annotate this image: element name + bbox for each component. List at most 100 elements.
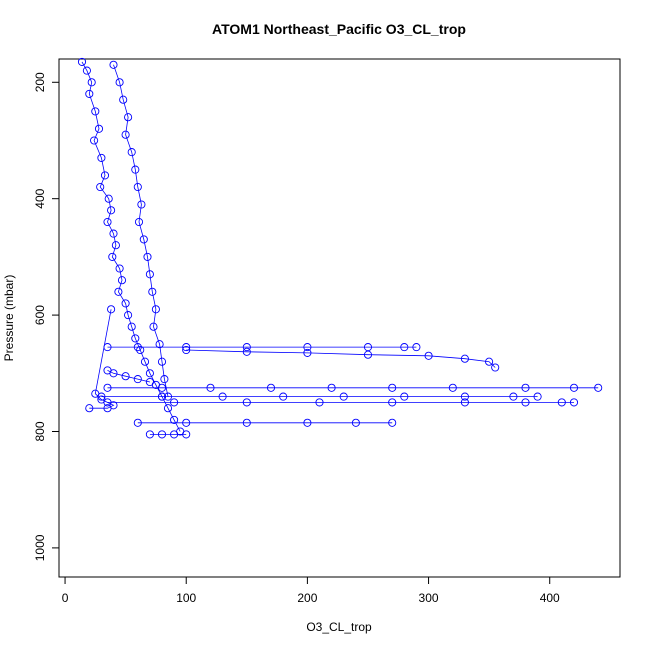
data-point (109, 60, 118, 69)
x-tick-label-4: 400 (540, 591, 560, 605)
data-point (327, 383, 336, 392)
data-point (363, 350, 373, 359)
data-point (242, 343, 251, 352)
data-point (145, 270, 154, 279)
data-point (400, 343, 409, 352)
series-8-line (107, 370, 150, 383)
data-point (103, 217, 112, 227)
data-point (170, 430, 179, 439)
data-point (109, 229, 118, 238)
data-point (388, 418, 397, 427)
data-point (111, 241, 120, 250)
data-point (145, 430, 154, 439)
series-4 (103, 383, 603, 392)
data-point (82, 66, 91, 75)
data-point (131, 334, 140, 343)
y-tick-label-1: 400 (33, 188, 47, 208)
y-axis-label: Pressure (mbar) (2, 275, 16, 362)
data-point (521, 383, 530, 392)
data-point (140, 357, 150, 366)
data-point (509, 392, 518, 401)
data-point (170, 398, 179, 407)
data-point (533, 392, 542, 401)
data-point (388, 383, 397, 392)
data-point (109, 369, 118, 378)
series-3 (182, 345, 500, 372)
data-point (182, 343, 191, 352)
data-point (448, 383, 457, 392)
data-point (96, 182, 105, 192)
plot-content (77, 57, 603, 439)
series-0 (77, 57, 185, 436)
x-tick-label-0: 0 (62, 591, 69, 605)
x-axis-label: O3_CL_trop (306, 620, 372, 634)
data-point (94, 124, 104, 133)
data-point (127, 322, 136, 331)
series-10 (85, 305, 118, 413)
data-point (218, 392, 227, 401)
data-point (127, 148, 136, 157)
data-point (569, 383, 579, 392)
data-point (303, 418, 312, 427)
chart-title: ATOM1 Northeast_Pacific O3_CL_trop (212, 21, 466, 37)
data-point (351, 418, 360, 427)
data-point (485, 357, 494, 366)
data-point (121, 299, 130, 308)
data-point (114, 287, 123, 296)
data-point (107, 305, 116, 314)
data-point (133, 182, 142, 192)
data-point (242, 418, 251, 427)
data-point (279, 392, 288, 401)
series-9 (145, 430, 191, 439)
series-10-line (89, 309, 115, 409)
data-point (160, 375, 169, 384)
y-tick-label-4: 1000 (33, 534, 47, 561)
data-point (155, 340, 164, 349)
data-point (85, 89, 94, 98)
data-point (170, 415, 179, 424)
data-point (109, 401, 118, 410)
x-axis: 0 100 200 300 400 (62, 576, 560, 605)
data-point (412, 343, 421, 352)
x-tick-label-1: 100 (176, 591, 196, 605)
data-point (266, 383, 276, 392)
data-point (149, 322, 158, 331)
data-point (103, 383, 112, 392)
series-1 (109, 60, 173, 401)
data-point (108, 252, 117, 261)
data-point (163, 404, 173, 413)
data-point (145, 377, 154, 387)
data-point (124, 113, 133, 122)
data-point (133, 375, 142, 384)
data-point (521, 398, 530, 407)
data-point (460, 392, 469, 401)
series-1-line (113, 64, 169, 397)
y-axis: 200 400 600 800 1000 (33, 72, 60, 561)
y-tick-label-2: 600 (33, 305, 47, 325)
data-point (151, 305, 160, 314)
data-point (460, 354, 469, 363)
y-tick-label-3: 800 (33, 421, 47, 441)
data-point (104, 194, 113, 203)
data-point (460, 398, 469, 407)
data-point (557, 398, 566, 407)
data-point (339, 392, 348, 401)
data-point (77, 57, 87, 66)
data-point (100, 171, 110, 180)
x-tick-label-2: 200 (297, 591, 317, 605)
data-point (90, 136, 99, 145)
data-point (136, 345, 145, 355)
data-point (91, 389, 100, 398)
data-point (491, 363, 500, 372)
data-point (424, 351, 433, 360)
series-2 (103, 343, 421, 352)
series-6 (103, 398, 579, 407)
data-point (157, 430, 167, 439)
data-point (388, 398, 397, 407)
data-point (182, 430, 191, 439)
data-point (157, 357, 167, 366)
data-point (87, 78, 96, 87)
data-point (303, 343, 312, 352)
y-tick-label-0: 200 (33, 72, 47, 92)
